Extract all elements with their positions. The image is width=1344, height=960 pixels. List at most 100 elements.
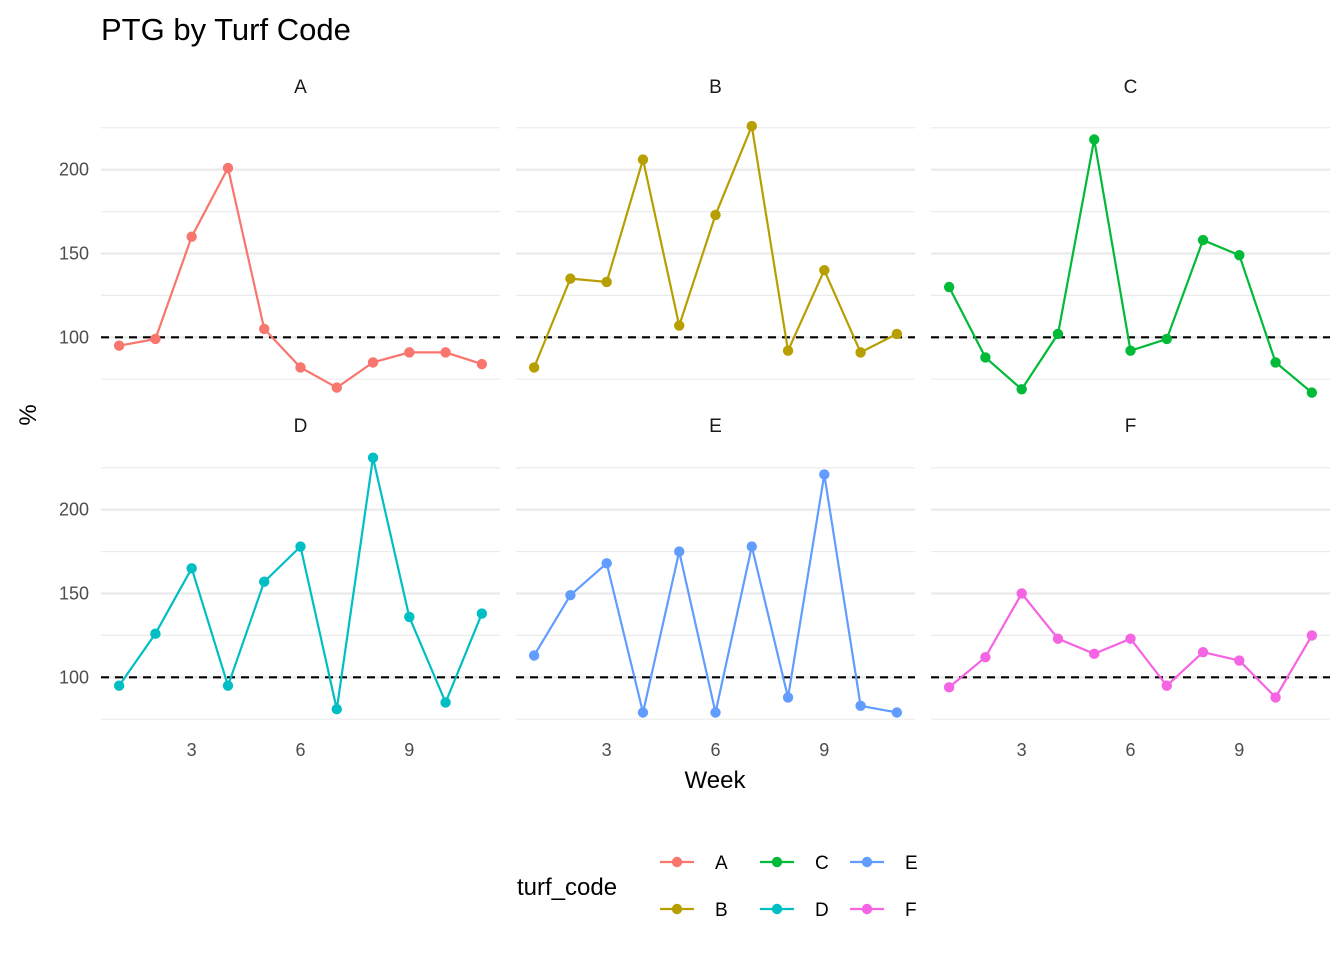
y-tick-label: 200 [59,160,89,180]
data-point [782,345,794,356]
series-line-b [533,122,898,368]
data-point [565,589,576,601]
data-point [710,209,721,221]
data-point [746,120,757,132]
data-point [1270,357,1281,368]
data-point [222,680,234,691]
y-tick-label: 150 [59,583,89,603]
data-point [1306,387,1318,398]
data-point [855,700,866,711]
data-point [259,576,270,587]
data-point [1052,328,1064,340]
data-point [150,333,161,345]
facet-label: D [294,416,308,437]
legend-key-point [671,903,683,915]
data-point [440,347,451,358]
series-line-f [948,591,1313,700]
legend-item-a: A [660,853,728,874]
data-point [295,541,306,552]
data-point [1306,630,1318,641]
data-point [113,680,125,691]
legend-item-f: F [850,900,917,921]
x-tick-label: 6 [710,740,720,760]
data-point [331,703,342,715]
data-point [222,162,234,174]
data-point [1161,680,1172,691]
series-line-a [118,164,483,389]
series-line-d [118,457,483,710]
legend-key-point [771,903,783,915]
data-point [404,611,415,623]
legend-label: F [905,900,917,921]
data-point [674,320,685,331]
facet-label: A [294,77,307,98]
legend-item-d: D [760,900,829,921]
x-tick-label: 3 [1017,740,1027,760]
facet-label: F [1125,416,1137,437]
legend-item-e: E [850,853,918,874]
legend: turf_code A B C D E F [517,853,918,921]
x-tick-label: 6 [1125,740,1135,760]
facet-label: B [709,77,722,98]
data-point [601,558,612,569]
data-point [746,541,757,552]
facet-panels: A 100 150 200 B C D 100 150 200 3 6 9 E 3 6 9 F 3 6 9 [59,77,1330,760]
data-point [1016,588,1027,599]
x-tick-label: 9 [819,740,829,760]
data-point [1125,633,1136,644]
legend-key-point [671,856,683,868]
data-point [855,347,866,358]
data-point [943,281,955,293]
x-tick-label: 9 [1234,740,1244,760]
legend-label: C [815,853,829,874]
facet-label: E [709,416,722,437]
data-point [637,154,649,165]
data-point [259,323,270,335]
data-point [150,628,161,639]
data-point [476,358,488,370]
data-point [1161,333,1172,345]
facet-panel-d: D 100 150 200 3 6 9 [59,416,500,760]
data-point [404,347,415,358]
data-point [1197,234,1209,246]
legend-key-point [861,856,873,868]
data-point [1270,692,1281,703]
legend-label: E [905,853,918,874]
data-point [637,707,649,718]
data-point [186,231,197,242]
legend-label: B [715,900,728,921]
data-point [980,651,991,663]
data-point [601,276,612,288]
legend-key-point [861,903,873,915]
data-point [980,352,991,363]
facet-label: C [1124,77,1138,98]
data-point [1125,345,1136,356]
legend-key-point [771,856,783,868]
legend-title: turf_code [517,874,617,901]
data-point [674,546,685,557]
data-point [476,608,488,619]
legend-label: A [715,853,728,874]
data-point [1016,384,1027,395]
data-point [1197,646,1209,658]
data-point [528,650,540,661]
y-axis-title: % [15,404,42,425]
data-point [891,328,903,340]
data-point [186,563,197,574]
data-point [1089,648,1100,660]
facet-panel-c: C [931,77,1330,398]
legend-label: D [815,900,829,921]
data-point [440,697,451,708]
data-point [1089,134,1100,145]
data-point [1052,633,1064,644]
facet-panel-f: F 3 6 9 [931,416,1330,760]
data-point [782,692,794,703]
data-point [367,452,379,463]
x-tick-label: 3 [187,740,197,760]
x-axis-title: Week [685,767,747,794]
x-tick-label: 3 [602,740,612,760]
data-point [819,265,830,276]
data-point [367,357,379,368]
legend-keys: A B C D E F [660,853,918,921]
